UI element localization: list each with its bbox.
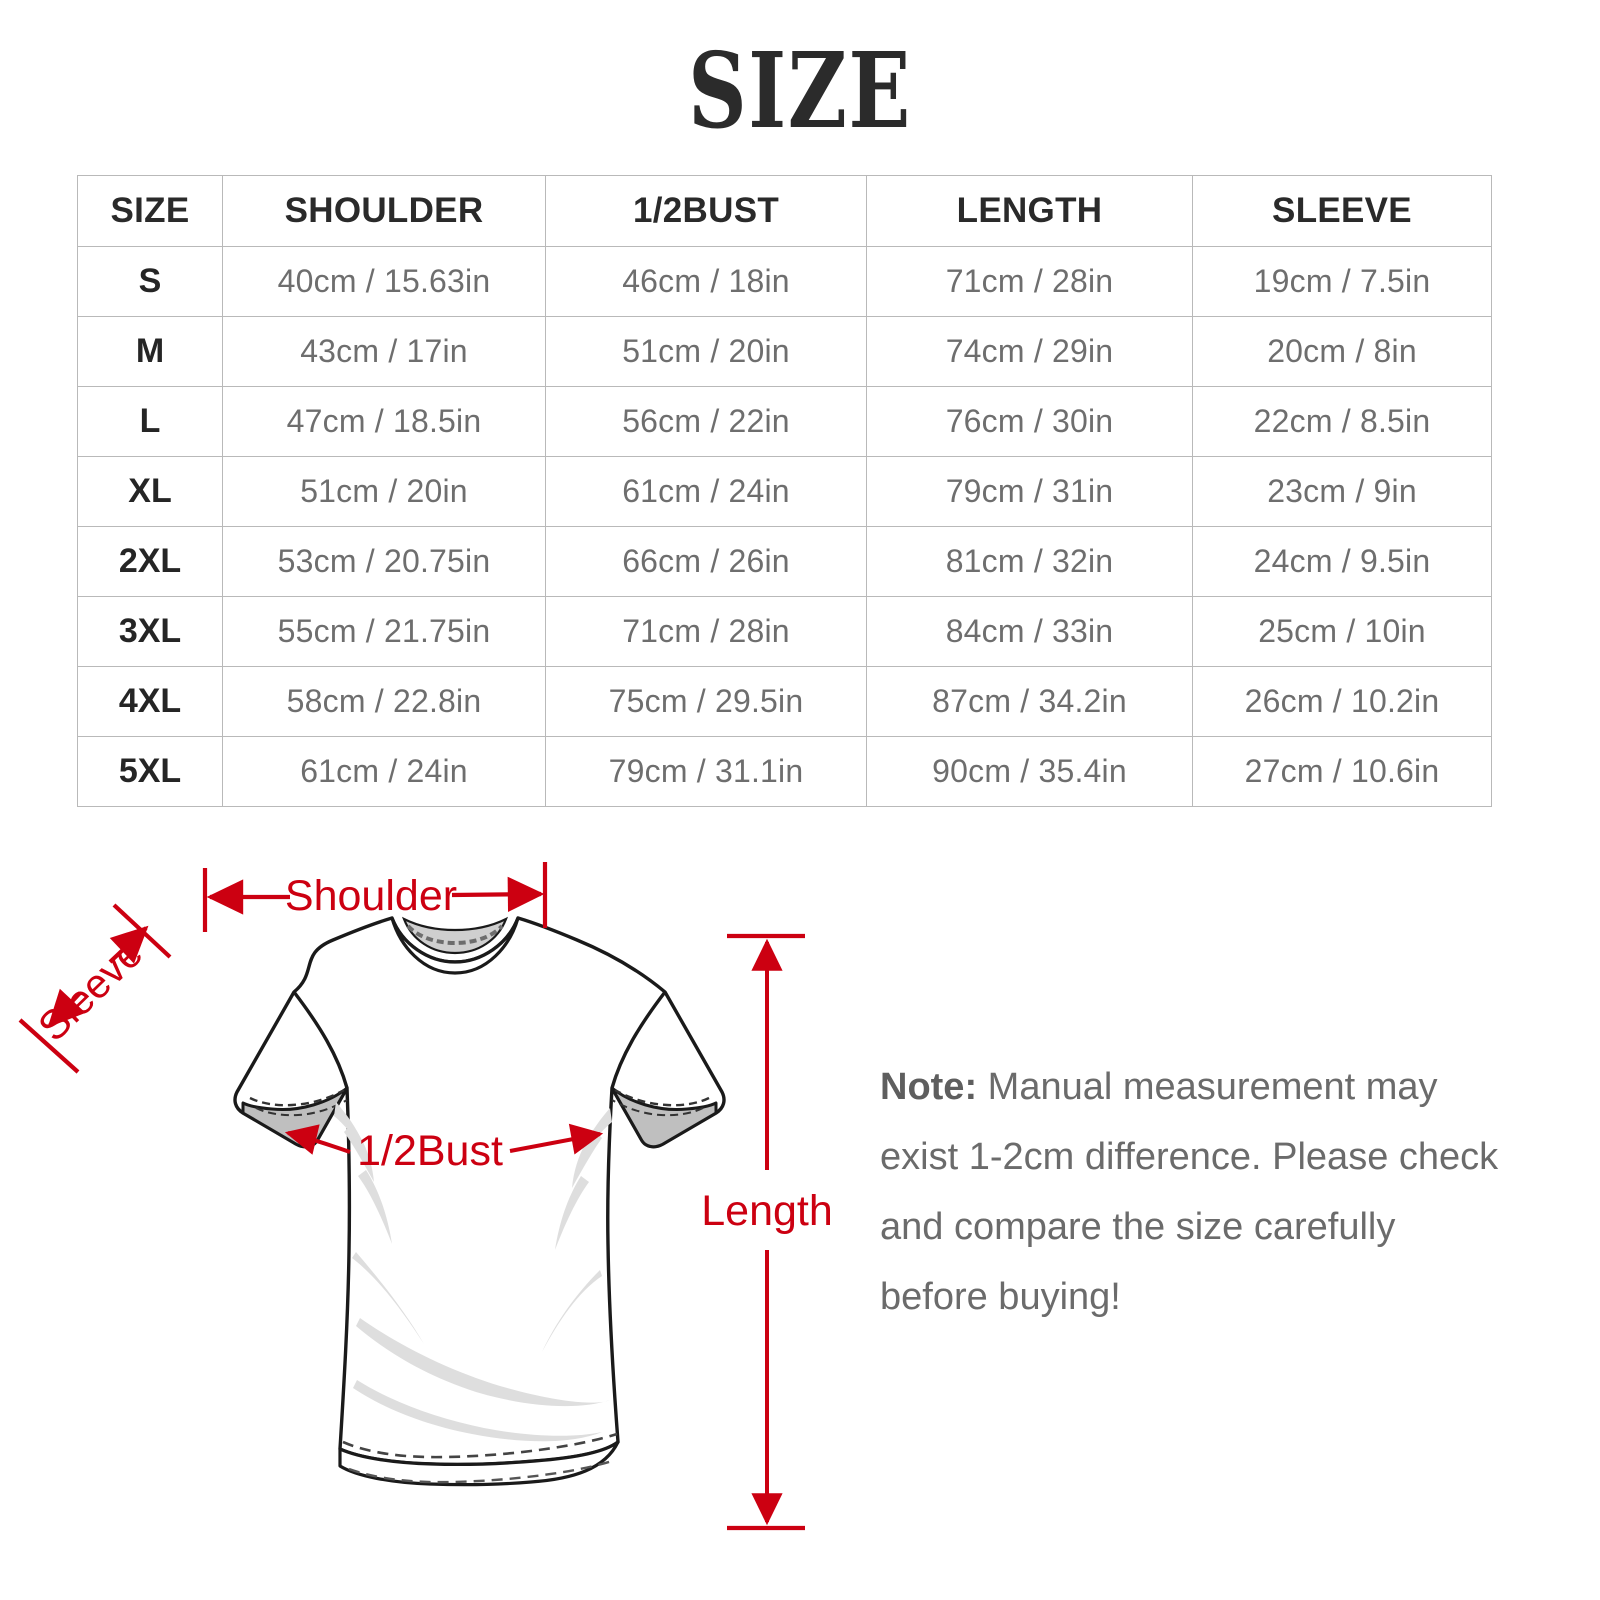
shirt-hem-stitch-upper — [342, 1432, 618, 1459]
shirt-collar-outer — [390, 916, 520, 975]
measurement-note: Note: Manual measurement may exist 1-2cm… — [880, 1052, 1500, 1332]
size-chart-table: SIZE SHOULDER 1/2BUST LENGTH SLEEVE S 40… — [77, 175, 1492, 807]
cell-shoulder: 40cm / 15.63in — [222, 246, 546, 317]
shirt-collar-stitch — [406, 924, 504, 946]
sleeve-label: Sleeve — [29, 930, 151, 1050]
table-header-row: SIZE SHOULDER 1/2BUST LENGTH SLEEVE — [77, 175, 1492, 247]
cell-length: 84cm / 33in — [866, 596, 1193, 667]
cell-size: 2XL — [77, 526, 223, 597]
length-label: Length — [701, 1187, 833, 1235]
shirt-collar-inner — [401, 916, 509, 955]
cell-half-bust: 66cm / 26in — [545, 526, 867, 597]
cell-length: 87cm / 34.2in — [866, 666, 1193, 737]
cell-shoulder: 55cm / 21.75in — [222, 596, 546, 667]
table-row: 5XL 61cm / 24in 79cm / 31.1in 90cm / 35.… — [77, 736, 1492, 807]
shirt-right-cuff — [610, 1086, 718, 1149]
cell-size: 4XL — [77, 666, 223, 737]
sleeve-arrow-upper — [108, 925, 149, 964]
cell-half-bust: 56cm / 22in — [545, 386, 867, 457]
cell-shoulder: 47cm / 18.5in — [222, 386, 546, 457]
table-row: 3XL 55cm / 21.75in 71cm / 28in 84cm / 33… — [77, 596, 1492, 667]
length-measure-annotation: Length — [701, 933, 833, 1531]
sleeve-measure-annotation: Sleeve — [18, 903, 172, 1074]
shirt-right-cuff-stitch — [614, 1088, 710, 1107]
cell-half-bust: 71cm / 28in — [545, 596, 867, 667]
cell-shoulder: 43cm / 17in — [222, 316, 546, 387]
cell-length: 71cm / 28in — [866, 246, 1193, 317]
cell-length: 74cm / 29in — [866, 316, 1193, 387]
cell-shoulder: 58cm / 22.8in — [222, 666, 546, 737]
half-bust-measure-annotation: 1/2Bust — [284, 1123, 604, 1175]
table-row: 2XL 53cm / 20.75in 66cm / 26in 81cm / 32… — [77, 526, 1492, 597]
shoulder-arrow-right-segment — [451, 876, 545, 913]
size-table-container: SIZE SHOULDER 1/2BUST LENGTH SLEEVE S 40… — [77, 175, 1492, 807]
cell-size: 3XL — [77, 596, 223, 667]
cell-sleeve: 20cm / 8in — [1192, 316, 1492, 387]
half-bust-label: 1/2Bust — [357, 1127, 503, 1175]
cell-sleeve: 26cm / 10.2in — [1192, 666, 1492, 737]
shoulder-measure-annotation: Shoulder — [202, 862, 548, 932]
cell-half-bust: 75cm / 29.5in — [545, 666, 867, 737]
column-header-shoulder: SHOULDER — [222, 175, 546, 247]
cell-length: 76cm / 30in — [866, 386, 1193, 457]
table-row: 4XL 58cm / 22.8in 75cm / 29.5in 87cm / 3… — [77, 666, 1492, 737]
cell-half-bust: 46cm / 18in — [545, 246, 867, 317]
cell-half-bust: 61cm / 24in — [545, 456, 867, 527]
tshirt-measurement-diagram: Shoulder Sleeve 1/2Bust Length — [0, 840, 900, 1580]
cell-size: 5XL — [77, 736, 223, 807]
shirt-right-cuff-stitch-2 — [611, 1099, 704, 1117]
shirt-left-cuff-stitch-2 — [255, 1099, 348, 1117]
cell-shoulder: 61cm / 24in — [222, 736, 546, 807]
cell-shoulder: 53cm / 20.75in — [222, 526, 546, 597]
sleeve-tick-lower — [18, 1018, 80, 1074]
shirt-right-sleeve-seam — [610, 990, 667, 1089]
tshirt-illustration — [233, 916, 726, 1487]
sleeve-arrow-lower — [47, 988, 86, 1028]
cell-sleeve: 27cm / 10.6in — [1192, 736, 1492, 807]
cell-sleeve: 23cm / 9in — [1192, 456, 1492, 527]
table-row: S 40cm / 15.63in 46cm / 18in 71cm / 28in… — [77, 246, 1492, 317]
note-text: Manual measurement may exist 1-2cm diffe… — [880, 1066, 1499, 1318]
cell-sleeve: 19cm / 7.5in — [1192, 246, 1492, 317]
cell-sleeve: 25cm / 10in — [1192, 596, 1492, 667]
column-header-sleeve: SLEEVE — [1192, 175, 1492, 247]
cell-size: M — [77, 316, 223, 387]
cell-size: L — [77, 386, 223, 457]
cell-length: 79cm / 31in — [866, 456, 1193, 527]
column-header-length: LENGTH — [866, 175, 1193, 247]
cell-sleeve: 24cm / 9.5in — [1192, 526, 1492, 597]
page-title: SIZE — [688, 29, 912, 152]
table-row: XL 51cm / 20in 61cm / 24in 79cm / 31in 2… — [77, 456, 1492, 527]
shirt-left-cuff-stitch — [249, 1088, 345, 1107]
cell-shoulder: 51cm / 20in — [222, 456, 546, 527]
cell-sleeve: 22cm / 8.5in — [1192, 386, 1492, 457]
cell-size: XL — [77, 456, 223, 527]
cell-size: S — [77, 246, 223, 317]
cell-length: 81cm / 32in — [866, 526, 1193, 597]
shoulder-label: Shoulder — [285, 872, 457, 920]
note-label: Note: — [880, 1066, 978, 1108]
table-row: L 47cm / 18.5in 56cm / 22in 76cm / 30in … — [77, 386, 1492, 457]
table-row: M 43cm / 17in 51cm / 20in 74cm / 29in 20… — [77, 316, 1492, 387]
shirt-left-sleeve-seam — [292, 990, 349, 1089]
cell-half-bust: 79cm / 31.1in — [545, 736, 867, 807]
cell-length: 90cm / 35.4in — [866, 736, 1193, 807]
cell-half-bust: 51cm / 20in — [545, 316, 867, 387]
column-header-half-bust: 1/2BUST — [545, 175, 867, 247]
half-bust-arrow-right — [509, 1123, 604, 1155]
column-header-size: SIZE — [77, 175, 223, 247]
half-bust-arrow-left — [284, 1124, 351, 1155]
